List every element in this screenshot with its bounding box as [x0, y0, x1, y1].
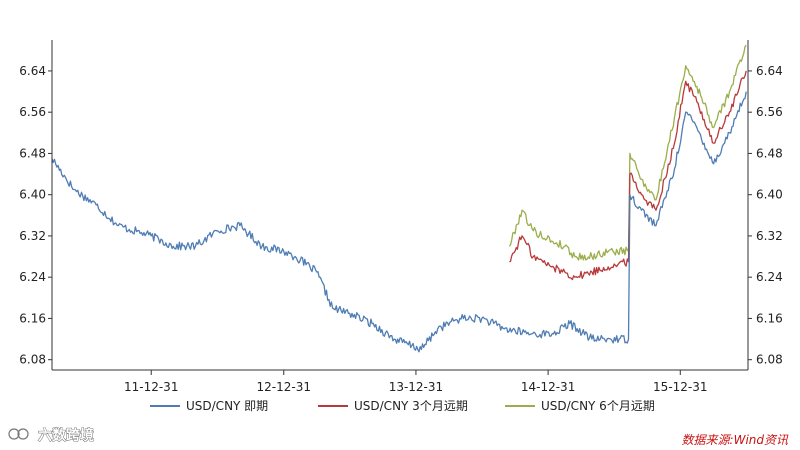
y-tick-label-left: 6.16 [19, 311, 46, 325]
y-tick-label-left: 6.24 [19, 270, 46, 284]
y-tick-label-right: 6.24 [756, 270, 783, 284]
axes: 6.08 6.08 6.16 6.16 6.24 6.24 6.32 6.32 6.40 6.40… [19, 40, 783, 394]
y-tick-label-right: 6.48 [756, 146, 783, 160]
x-tick-label: 15-12-31 [653, 380, 707, 394]
y-tick-label-right: 6.64 [756, 64, 783, 78]
y-tick-label-left: 6.32 [19, 229, 46, 243]
y-tick-label-left: 6.40 [19, 188, 46, 202]
series-line-0 [51, 91, 747, 353]
legend: USD/CNY 即期 USD/CNY 3个月远期 USD/CNY 6个月远期 [150, 399, 655, 413]
x-tick-label: 12-12-31 [257, 380, 311, 394]
y-tick-label-right: 6.16 [756, 311, 783, 325]
y-tick-label-right: 6.40 [756, 188, 783, 202]
watermark-text: 六数跨境 [38, 427, 94, 444]
y-tick-label-right: 6.56 [756, 105, 783, 119]
y-tick-label-left: 6.64 [19, 64, 46, 78]
legend-label-1: USD/CNY 3个月远期 [354, 399, 468, 413]
x-tick-label: 14-12-31 [521, 380, 575, 394]
y-tick-label-right: 6.08 [756, 353, 783, 367]
y-tick-label-left: 6.48 [19, 146, 46, 160]
y-tick-label-right: 6.32 [756, 229, 783, 243]
plot-area [51, 44, 747, 353]
y-tick-label-left: 6.08 [19, 353, 46, 367]
source-note: 数据来源:Wind资讯 [682, 433, 789, 447]
series-line-1 [509, 70, 747, 281]
watermark-logo-icon [8, 428, 29, 440]
x-tick-label: 11-12-31 [124, 380, 178, 394]
series-line-2 [508, 44, 747, 261]
legend-label-2: USD/CNY 6个月远期 [541, 399, 655, 413]
y-tick-label-left: 6.56 [19, 105, 46, 119]
x-tick-label: 13-12-31 [389, 380, 443, 394]
legend-label-0: USD/CNY 即期 [186, 399, 268, 413]
